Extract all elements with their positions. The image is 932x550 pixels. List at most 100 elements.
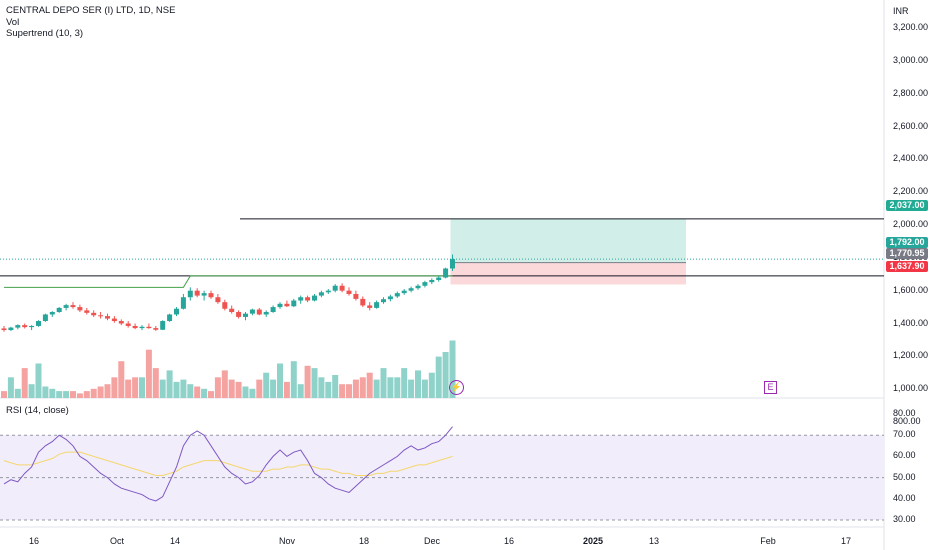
- volume-bar: [283, 381, 290, 398]
- candle-body: [98, 315, 104, 317]
- candle-body: [415, 285, 421, 289]
- volume-bar: [421, 379, 428, 398]
- time-tick-label: 18: [358, 536, 370, 546]
- candle-body: [187, 290, 193, 298]
- candle-body: [263, 312, 269, 315]
- rsi-tick-label: 40.00: [893, 492, 916, 503]
- price-tick-label: 1,200.00: [893, 350, 929, 361]
- candle-body: [332, 285, 338, 291]
- price-tick-label: 2,800.00: [893, 87, 929, 98]
- volume-bar: [325, 381, 332, 398]
- candle-body: [125, 323, 131, 326]
- rsi-indicator-label[interactable]: RSI (14, close): [6, 405, 69, 416]
- candle-body: [56, 307, 62, 313]
- candle-body: [236, 312, 242, 317]
- volume-bar: [1, 391, 7, 398]
- volume-bar: [35, 363, 42, 398]
- candle-body: [346, 290, 352, 294]
- candle-body: [312, 295, 317, 301]
- volume-bar: [346, 384, 352, 398]
- volume-bar: [401, 368, 408, 398]
- time-tick-label: Dec: [423, 536, 441, 546]
- target-price-tag: 2,037.00: [886, 200, 928, 211]
- candle-body: [401, 290, 407, 294]
- candle-body: [8, 327, 14, 331]
- candle-body: [450, 259, 455, 269]
- volume-bar: [7, 377, 14, 398]
- currency-label[interactable]: INR: [893, 6, 909, 16]
- volume-bar: [132, 377, 139, 398]
- volume-bar: [63, 391, 70, 398]
- volume-bar: [28, 384, 35, 398]
- candle-body: [249, 309, 255, 314]
- candle-body: [374, 302, 380, 308]
- price-tick-label: 2,200.00: [893, 186, 929, 197]
- candle-body: [84, 310, 90, 313]
- candle-body: [118, 321, 124, 324]
- volume-bar: [263, 372, 270, 398]
- rsi-tick-label: 70.00: [893, 429, 916, 440]
- volume-bar: [221, 370, 228, 398]
- candle-body: [270, 307, 276, 313]
- supertrend-indicator-label[interactable]: Supertrend (10, 3): [6, 28, 84, 39]
- candle-body: [215, 297, 221, 303]
- candle-body: [111, 318, 117, 322]
- candle-body: [408, 288, 414, 291]
- candle-body: [381, 299, 386, 303]
- volume-bar: [270, 379, 277, 398]
- candle-body: [353, 293, 359, 299]
- candle-body: [229, 308, 235, 313]
- volume-bar: [118, 361, 125, 398]
- candle-body: [1, 328, 7, 331]
- volume-bar: [442, 352, 449, 398]
- candle-body: [291, 300, 297, 307]
- candle-body: [105, 316, 110, 319]
- time-tick-label: 17: [840, 536, 852, 546]
- rsi-tick-label: 80.00: [893, 408, 916, 418]
- volume-bar: [21, 368, 28, 398]
- candle-body: [180, 297, 186, 309]
- volume-bar: [256, 379, 263, 398]
- volume-bar: [76, 393, 83, 398]
- time-tick-label: Feb: [760, 536, 776, 546]
- earnings-icon[interactable]: E: [764, 381, 777, 394]
- candle-body: [208, 293, 214, 298]
- rsi-ma-line: [3, 451, 453, 476]
- volume-bar: [449, 340, 456, 398]
- volume-bar: [70, 391, 76, 398]
- lightning-icon[interactable]: ⚡: [449, 380, 464, 395]
- volume-bar: [428, 372, 435, 398]
- candle-body: [153, 328, 159, 330]
- price-tick-label: 3,200.00: [893, 22, 929, 32]
- candle-body: [339, 285, 345, 291]
- volume-bar: [228, 379, 235, 398]
- volume-bar: [394, 377, 401, 398]
- volume-bar: [83, 391, 90, 398]
- target-zone: [450, 218, 686, 263]
- candle-body: [243, 313, 248, 317]
- price-tick-label: 2,400.00: [893, 153, 929, 164]
- candle-body: [429, 279, 435, 283]
- volume-bar: [173, 381, 180, 398]
- candle-body: [284, 303, 290, 307]
- volume-bar: [435, 356, 442, 398]
- price-tick-label: 2,600.00: [893, 120, 929, 131]
- candle-body: [63, 305, 69, 308]
- candle-body: [167, 314, 173, 322]
- volume-bar: [332, 375, 339, 398]
- candle-body: [77, 307, 83, 311]
- candle-body: [387, 296, 393, 300]
- candle-body: [146, 326, 152, 329]
- volume-bar: [415, 370, 421, 398]
- volume-indicator-label[interactable]: Vol: [6, 17, 20, 28]
- candle-body: [139, 326, 145, 329]
- candle-body: [305, 297, 311, 301]
- candle-body: [36, 321, 41, 326]
- candle-body: [394, 293, 400, 297]
- volume-bar: [277, 363, 283, 398]
- volume-bar: [249, 388, 256, 398]
- volume-bar: [56, 391, 63, 398]
- volume-bar: [373, 379, 380, 398]
- candle-body: [70, 305, 76, 308]
